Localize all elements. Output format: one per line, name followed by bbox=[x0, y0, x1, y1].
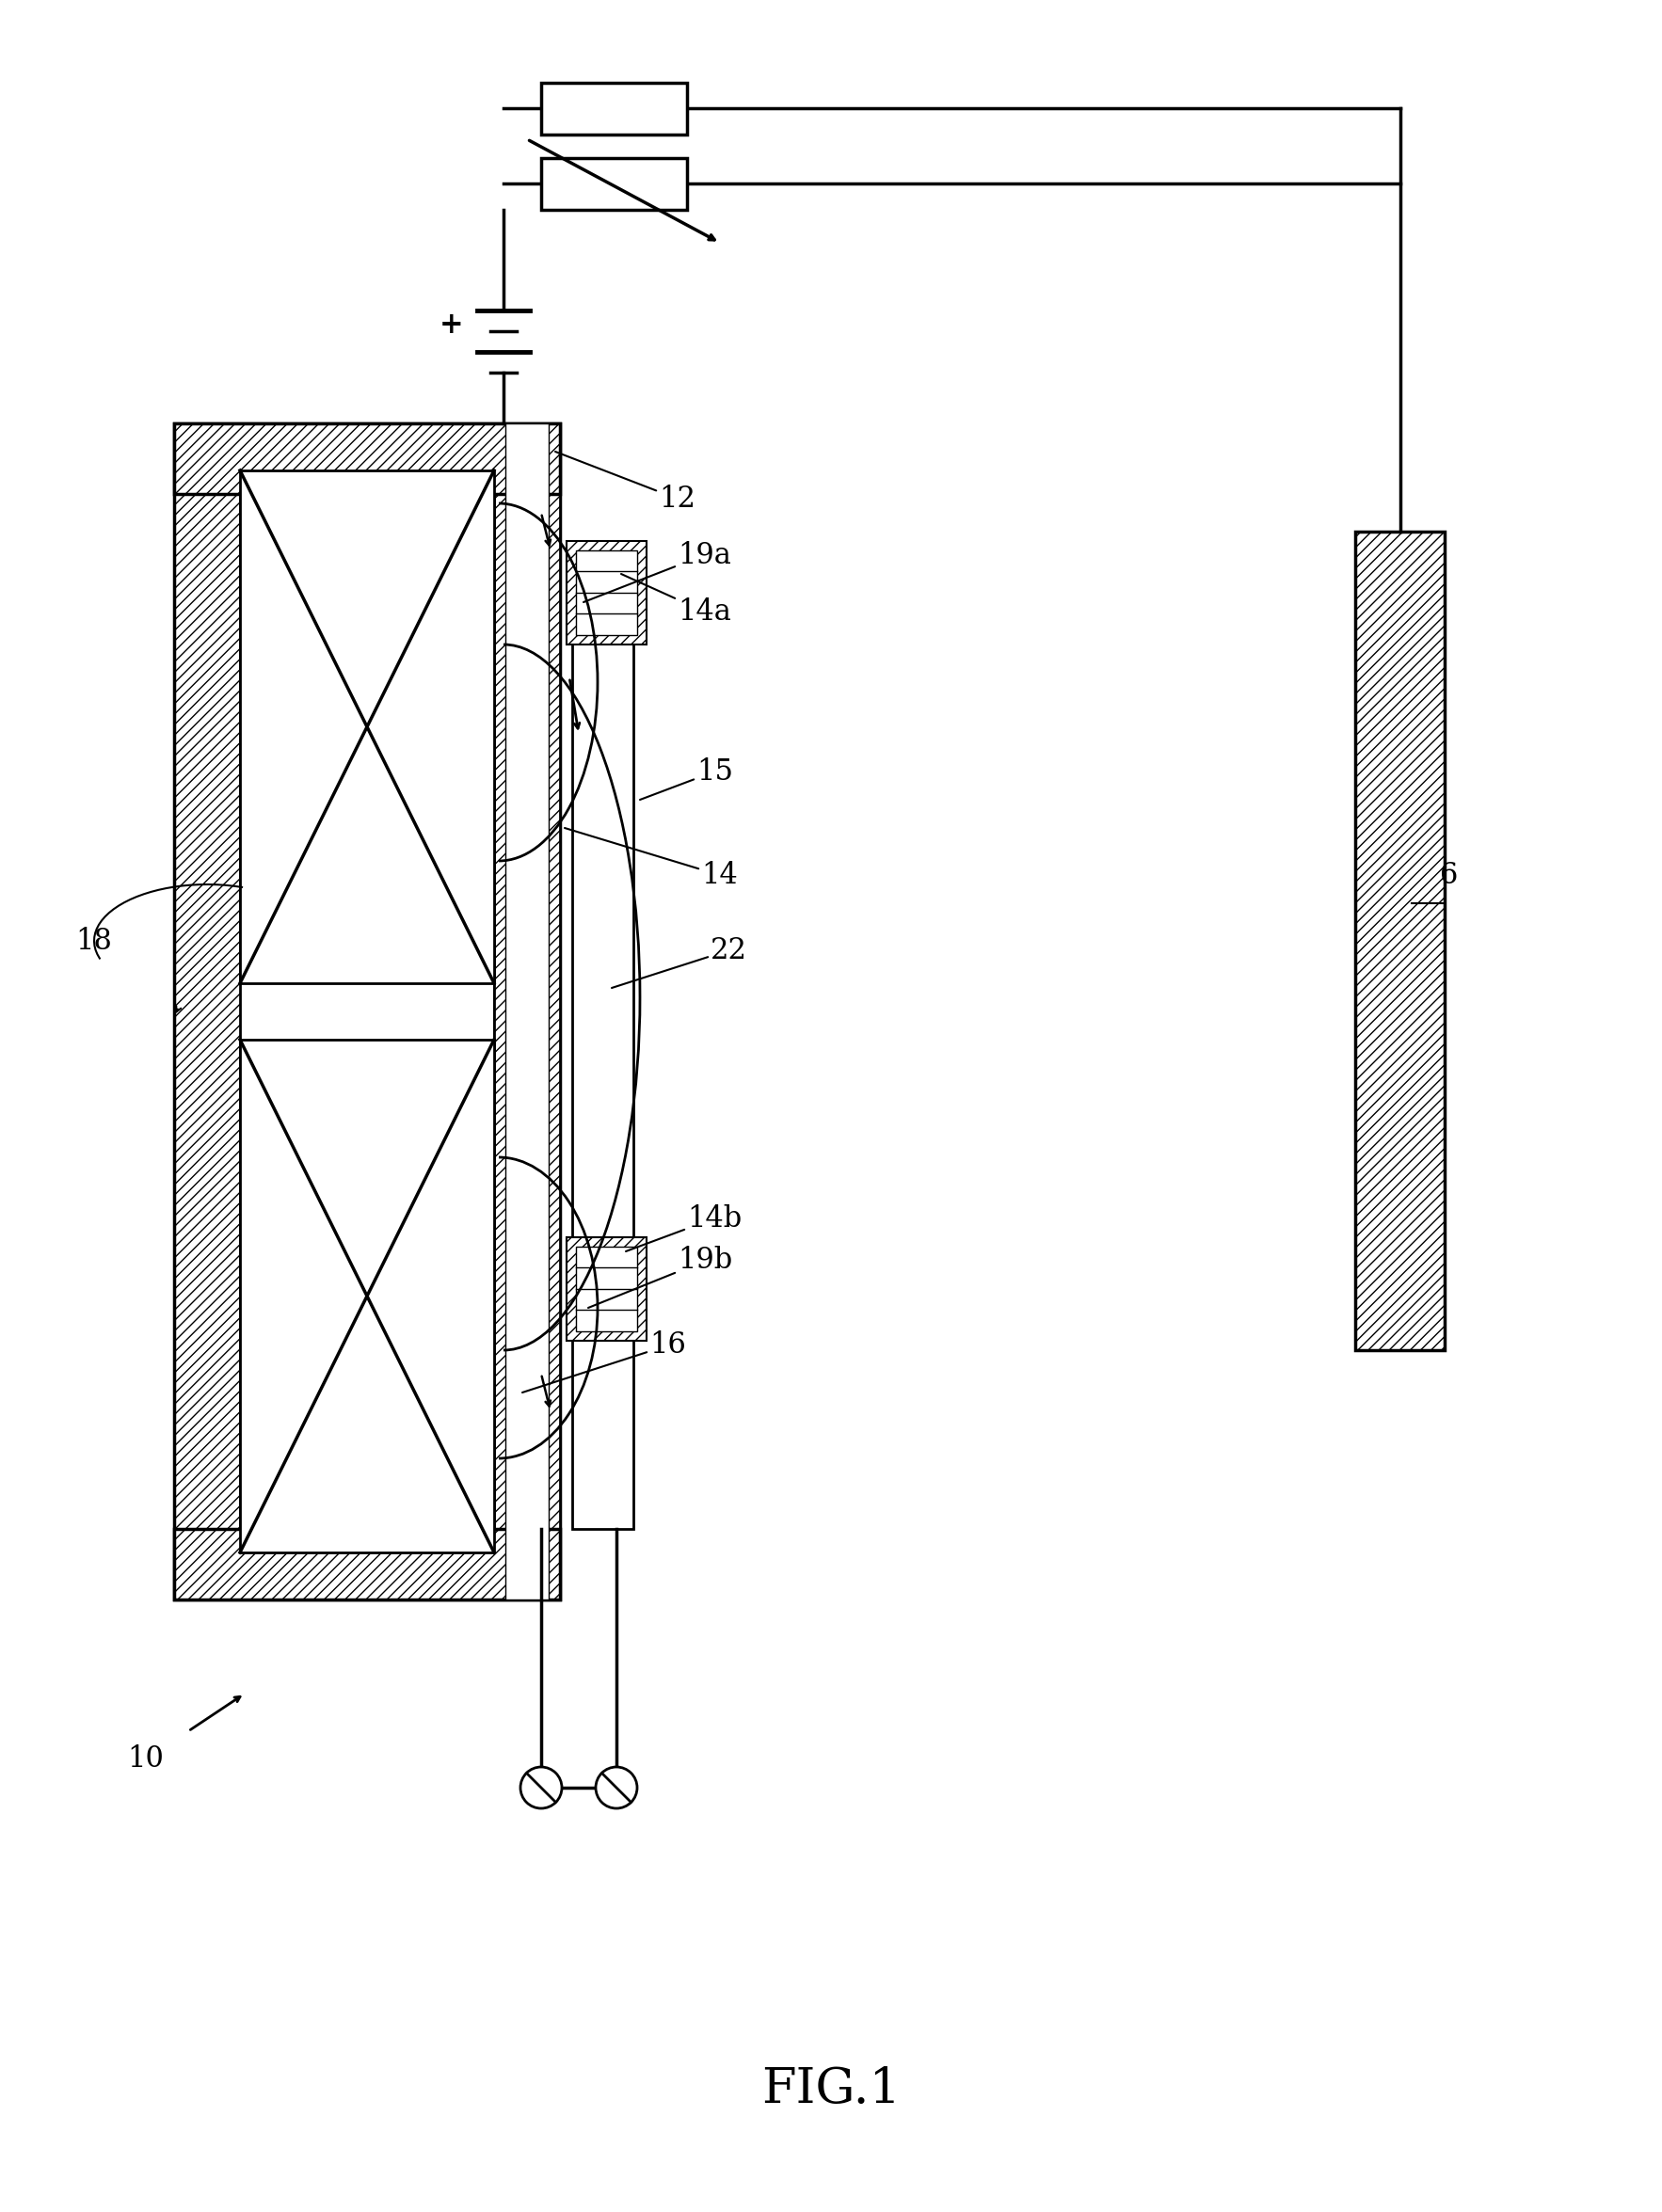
Text: 18: 18 bbox=[76, 927, 113, 956]
Text: 22: 22 bbox=[612, 936, 748, 989]
Bar bbox=[577, 551, 637, 635]
Bar bbox=[175, 1528, 560, 1599]
Bar bbox=[567, 542, 647, 644]
Text: 14b: 14b bbox=[627, 1203, 741, 1252]
Bar bbox=[239, 471, 494, 1553]
Text: 19a: 19a bbox=[583, 540, 731, 602]
Bar bbox=[239, 1040, 494, 1553]
Text: 16: 16 bbox=[522, 1332, 686, 1394]
Bar bbox=[175, 422, 560, 1599]
Text: FIG.1: FIG.1 bbox=[761, 2064, 901, 2112]
Bar bbox=[494, 422, 560, 1599]
Text: 10: 10 bbox=[128, 1745, 165, 1774]
Bar bbox=[572, 542, 633, 1528]
Text: 14: 14 bbox=[565, 827, 738, 889]
Bar bbox=[505, 422, 548, 1599]
Circle shape bbox=[520, 1767, 562, 1809]
Bar bbox=[567, 1237, 647, 1340]
Text: 14a: 14a bbox=[622, 573, 731, 626]
Text: 6: 6 bbox=[1441, 860, 1459, 889]
Bar bbox=[1355, 531, 1444, 1349]
Bar bbox=[239, 471, 494, 982]
Bar bbox=[542, 82, 686, 135]
Bar bbox=[175, 422, 560, 493]
Circle shape bbox=[595, 1767, 637, 1809]
Text: +: + bbox=[440, 310, 464, 338]
Bar bbox=[577, 1248, 637, 1332]
Text: 15: 15 bbox=[640, 757, 733, 801]
Text: 12: 12 bbox=[555, 451, 695, 513]
Text: 19b: 19b bbox=[588, 1245, 733, 1307]
Bar bbox=[542, 157, 686, 210]
